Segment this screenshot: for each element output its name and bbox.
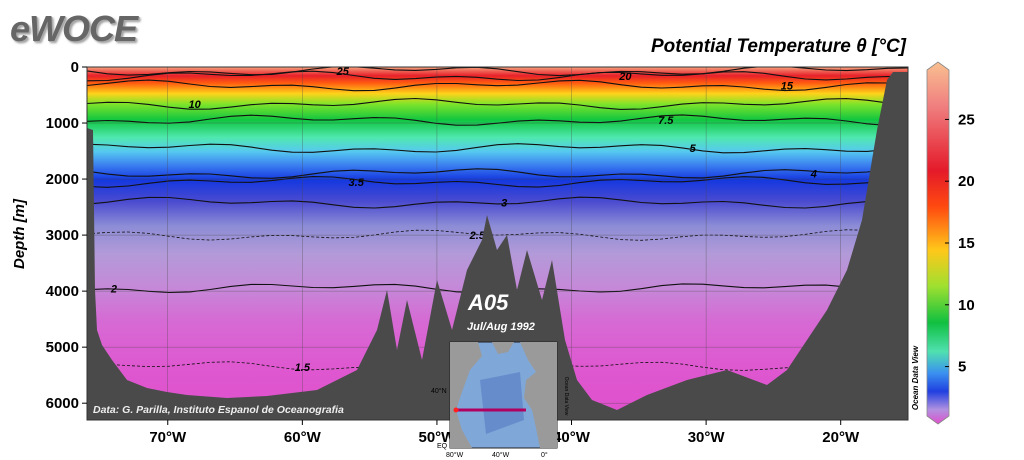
chart-title: Potential Temperature θ [°C] — [650, 36, 906, 57]
isotherm-label-5: 5 — [690, 143, 697, 155]
inset-land-greenland — [492, 342, 514, 354]
x-tick-label: 40°W — [553, 429, 591, 446]
y-axis-label: Depth [m] — [11, 198, 28, 269]
inset-lon-label-0: 0° — [541, 451, 548, 459]
isotherm-3 — [87, 196, 908, 209]
colorbar-tick-label: 10 — [958, 297, 975, 314]
inset-section-start-marker — [453, 407, 459, 413]
colorbar — [926, 61, 950, 425]
isotherm-label-2: 2 — [110, 283, 117, 295]
colorbar-tick-label: 5 — [958, 359, 966, 376]
inset-lat-label: 40°N — [431, 387, 447, 395]
isotherm-10 — [87, 97, 908, 110]
isotherm-label-15: 15 — [781, 80, 794, 92]
isotherm-label-7.5: 7.5 — [658, 115, 674, 127]
inset-side-label: Ocean Data View — [563, 377, 569, 416]
inset-lon-label-80w: 80°W — [446, 451, 464, 459]
isotherm-label-3: 3 — [501, 198, 507, 210]
isotherm-25 — [87, 67, 908, 77]
x-tick-label: 50°W — [419, 429, 457, 446]
colorbar-tick-label: 25 — [958, 111, 975, 128]
section-label: A05 — [467, 290, 509, 315]
isotherm-3.5 — [87, 176, 908, 188]
inset-land-africa-europe — [520, 342, 557, 448]
y-axis: 0 1000 2000 3000 4000 5000 6000 — [46, 59, 87, 412]
colorbar-label: Ocean Data View — [911, 345, 920, 410]
y-tick-label: 4000 — [46, 283, 79, 300]
x-tick-label: 60°W — [284, 429, 322, 446]
y-tick-label: 1000 — [46, 115, 79, 132]
inset-deep-basin — [480, 372, 524, 434]
x-axis: 70°W 60°W 50°W 40°W 30°W 20°W — [149, 420, 860, 446]
colorbar-tick-label: 15 — [958, 235, 975, 252]
isotherm-label-25: 25 — [336, 66, 350, 78]
isotherm-label-2.5: 2.5 — [469, 230, 486, 242]
y-tick-label: 5000 — [46, 339, 79, 356]
isotherm-label-20: 20 — [618, 71, 632, 83]
x-tick-label: 30°W — [688, 429, 726, 446]
isotherm-label-4: 4 — [810, 168, 817, 180]
isotherm-label-1.5: 1.5 — [295, 362, 311, 374]
inset-lon-label-40w: 40°W — [492, 451, 510, 459]
ewoce-logo: eWOCE — [10, 8, 138, 49]
x-tick-label: 70°W — [149, 429, 187, 446]
inset-map: 40°N EQ 80°W 40°W 0° Ocean Data View — [431, 341, 569, 459]
isotherm-20 — [87, 70, 908, 82]
isotherm-15 — [87, 79, 908, 92]
y-tick-label: 6000 — [46, 395, 79, 412]
inset-eq-label: EQ — [437, 443, 448, 450]
isotherm-label-10: 10 — [189, 99, 202, 111]
colorbar-tick-label: 20 — [958, 173, 975, 190]
isotherm-4 — [87, 168, 908, 179]
inset-land-americas — [450, 342, 482, 448]
isotherm-label-3.5: 3.5 — [349, 177, 365, 189]
y-tick-label: 3000 — [46, 227, 79, 244]
section-date: Jul/Aug 1992 — [467, 321, 535, 333]
isotherm-5 — [87, 143, 908, 154]
colorbar-ticks: 25 20 15 10 5 — [945, 111, 975, 376]
data-credit: Data: G. Parilla, Instituto Espanol de O… — [93, 404, 344, 416]
y-tick-label: 2000 — [46, 171, 79, 188]
x-tick-label: 20°W — [822, 429, 860, 446]
y-tick-label: 0 — [71, 59, 79, 76]
